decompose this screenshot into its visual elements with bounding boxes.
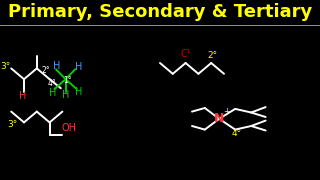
Text: H: H	[75, 87, 83, 97]
Text: H: H	[49, 88, 57, 98]
Text: C¹: C¹	[180, 49, 191, 59]
Text: 3°: 3°	[1, 62, 11, 71]
Text: H: H	[62, 90, 69, 100]
Text: 2°: 2°	[42, 66, 50, 75]
Text: 2°: 2°	[208, 51, 218, 60]
Text: Primary, Secondary & Tertiary: Primary, Secondary & Tertiary	[8, 3, 312, 21]
Text: H: H	[19, 91, 27, 101]
Text: 4°: 4°	[47, 79, 56, 88]
Text: H: H	[75, 62, 82, 72]
Text: H: H	[53, 61, 60, 71]
Text: 1°: 1°	[63, 76, 71, 85]
Text: 4°: 4°	[232, 129, 242, 138]
Text: OH: OH	[61, 123, 76, 133]
Text: N: N	[214, 112, 224, 125]
Text: +: +	[223, 107, 230, 116]
Text: 3°: 3°	[7, 120, 17, 129]
